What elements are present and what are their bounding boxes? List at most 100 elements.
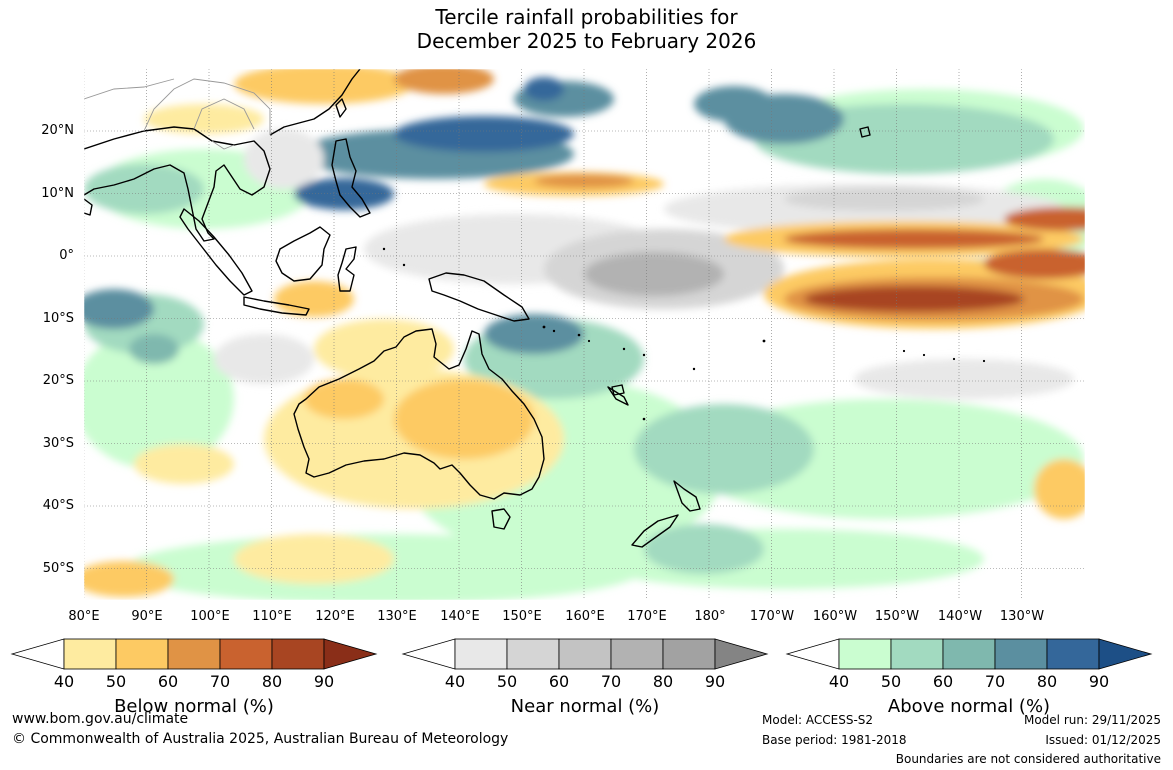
coastline-borneo [275,226,331,282]
above-normal-tick: 80 [1036,672,1058,691]
below-normal-tick: 60 [157,672,179,691]
below-normal-tick: 40 [53,672,75,691]
below-normal-tick: 90 [313,672,335,691]
above-normal-swatch-1 [838,638,892,670]
lat-label-50s: 50°S [42,561,74,576]
below-normal-swatch-0 [10,638,65,670]
boundaries-disclaimer: Boundaries are not considered authoritat… [895,752,1161,766]
lon-label-110e: 110°E [252,609,292,624]
lat-label-40s: 40°S [42,498,74,513]
above-normal-swatch-0 [785,638,840,670]
below-normal-swatch-6 [323,638,378,670]
lat-label-10s: 10°S [42,311,74,326]
issued-date: Issued: 01/12/2025 [1045,733,1161,747]
graticule [84,69,1085,600]
country-borders [84,78,271,150]
coastlines [84,69,871,548]
coastline-new-guinea [428,272,530,322]
above-normal-label: Above normal (%) [887,696,1051,717]
lon-label-150e: 150°E [502,609,542,624]
near-normal-label: Near normal (%) [510,696,660,717]
lon-label-90e: 90°E [131,609,163,624]
model-name: Model: ACCESS-S2 [762,713,874,727]
near-normal-tick: 60 [548,672,570,691]
below-normal-swatch-4 [219,638,273,670]
coastline-hawaii [859,126,871,138]
coastline-sulawesi [337,246,357,292]
map-title: Tercile rainfall probabilities for Decem… [0,5,1173,53]
lat-label-30s: 30°S [42,436,74,451]
near-normal-swatch-2 [506,638,560,670]
islands [382,247,986,421]
lon-label-140w: 140°W [937,609,983,624]
probability-field [84,69,1085,600]
below-normal-tick: 70 [209,672,231,691]
near-normal-swatch-6 [714,638,769,670]
above-normal-swatch-3 [942,638,996,670]
title-line-2: December 2025 to February 2026 [416,29,757,53]
below-normal-swatch-5 [271,638,325,670]
rainfall-probability-map [84,69,1085,600]
above-normal-colorbar [785,638,1153,670]
lon-label-170e: 170°E [627,609,667,624]
coastline-australia [293,328,545,500]
title-line-1: Tercile rainfall probabilities for [435,5,738,29]
coastline-china [269,69,361,136]
above-normal-swatch-5 [1046,638,1100,670]
coastline-sumatra [179,208,253,296]
above-normal-tick: 50 [880,672,902,691]
below-normal-label: Below normal (%) [114,696,274,717]
below-normal-swatch-3 [167,638,221,670]
near-normal-colorbar [401,638,769,670]
coastline-new-zealand [631,480,701,548]
coastline-se-asia [84,126,271,242]
near-normal-swatch-0 [401,638,456,670]
copyright-notice: © Commonwealth of Australia 2025, Austra… [12,731,509,747]
above-normal-tick: 90 [1088,672,1110,691]
lat-label-20n: 20°N [41,123,74,138]
near-normal-swatch-4 [610,638,664,670]
lon-label-170w: 170°W [749,609,795,624]
coastline-sri-lanka [84,198,93,216]
near-normal-swatch-3 [558,638,612,670]
above-normal-tick: 40 [828,672,850,691]
coastline-fiji [611,384,625,396]
above-normal-swatch-4 [994,638,1048,670]
model-run-date: Model run: 29/11/2025 [1023,713,1161,727]
lat-label-10n: 10°N [41,186,74,201]
near-normal-tick: 40 [444,672,466,691]
near-normal-tick: 50 [496,672,518,691]
near-normal-tick: 80 [652,672,674,691]
lon-label-120e: 120°E [315,609,355,624]
lon-label-160e: 160°E [565,609,605,624]
lon-label-130e: 130°E [377,609,417,624]
lat-label-0: 0° [59,248,74,263]
near-normal-tick: 70 [600,672,622,691]
coastline-taiwan [335,98,347,118]
above-normal-swatch-6 [1098,638,1153,670]
below-normal-swatch-2 [115,638,169,670]
below-normal-tick: 80 [261,672,283,691]
base-period: Base period: 1981-2018 [762,733,907,747]
below-normal-swatch-1 [63,638,117,670]
lon-label-130w: 130°W [999,609,1045,624]
lon-label-100e: 100°E [190,609,230,624]
below-normal-colorbar [10,638,378,670]
near-normal-tick: 90 [704,672,726,691]
below-normal-tick: 50 [105,672,127,691]
near-normal-swatch-5 [662,638,716,670]
above-normal-tick: 70 [984,672,1006,691]
above-normal-tick: 60 [932,672,954,691]
lon-label-160w: 160°W [812,609,858,624]
coastline-philippines [331,138,371,218]
lon-label-80e: 80°E [68,609,100,624]
lon-label-140e: 140°E [440,609,480,624]
near-normal-swatch-1 [454,638,508,670]
lat-label-20s: 20°S [42,373,74,388]
above-normal-swatch-2 [890,638,944,670]
lon-label-180: 180° [694,609,726,624]
coastline-java [243,296,310,316]
source-url: www.bom.gov.au/climate [12,711,189,727]
coastline-new-caledonia [607,386,629,406]
coastline-tasmania [491,508,511,530]
